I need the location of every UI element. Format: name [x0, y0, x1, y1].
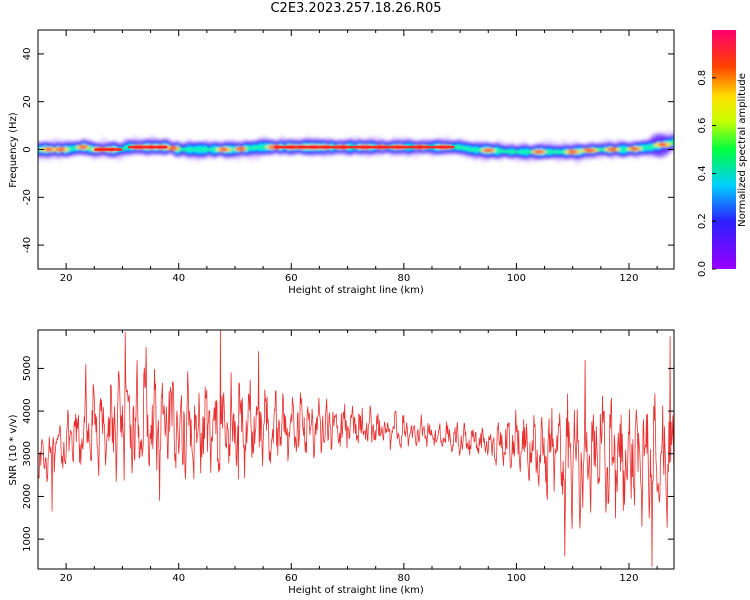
snr-x-ticks: 20 40 60 80 100 120: [37, 330, 658, 584]
x-tick-label: 60: [285, 573, 298, 584]
snr-y-ticks: 1000 2000 3000 4000 5000: [22, 356, 674, 552]
peak-red: [658, 143, 668, 147]
x-tick-label: 120: [619, 573, 638, 584]
snr-panel: 20 40 60 80 100 120 1000 2000 3000 4000 5000 Heig…: [8, 329, 675, 596]
y-tick-label: -40: [22, 237, 33, 253]
peak-red: [607, 147, 617, 152]
peak-red: [78, 145, 88, 149]
colorbar-tick-label: 0.4: [697, 165, 708, 181]
snr-y-label: SNR (10 * v/v): [8, 414, 19, 485]
snr-x-label: Height of straight line (km): [288, 585, 424, 596]
x-tick-label: 80: [397, 273, 410, 284]
colorbar: 0.0 0.2 0.4 0.6 0.8 Normalized spectral ampl…: [697, 30, 748, 277]
colorbar-tick-label: 0.0: [697, 261, 708, 277]
y-tick-label: 5000: [22, 356, 33, 381]
peak-red: [55, 147, 66, 152]
x-tick-label: 120: [619, 273, 638, 284]
x-tick-label: 20: [60, 573, 73, 584]
peak-red: [533, 150, 545, 154]
ridge-bar: [128, 145, 168, 149]
spectrogram-heatmap: [38, 130, 674, 165]
x-tick-label: 100: [507, 273, 526, 284]
spectrogram-x-ticks: 20 40 60 80 100 120: [37, 30, 658, 284]
y-tick-label: 40: [22, 48, 33, 61]
ridge-bar: [364, 145, 455, 149]
peak-red: [567, 150, 578, 154]
y-tick-label: 1000: [22, 526, 33, 551]
x-tick-label: 20: [60, 273, 73, 284]
y-tick-label: 2000: [22, 484, 33, 509]
colorbar-ticks: 0.0 0.2 0.4 0.6 0.8: [697, 70, 716, 277]
snr-series: [38, 330, 674, 567]
colorbar-tick-label: 0.8: [697, 70, 708, 86]
y-tick-label: 3000: [22, 441, 33, 466]
y-tick-label: 4000: [22, 398, 33, 423]
y-tick-label: 20: [22, 95, 33, 108]
ridge-bar: [94, 148, 123, 151]
peak-red: [630, 147, 639, 151]
colorbar-label: Normalized spectral amplitude: [737, 73, 748, 227]
spectrogram-y-label: Frequency (Hz): [8, 112, 19, 188]
peak-red: [584, 148, 596, 153]
y-tick-label: 0: [22, 146, 33, 152]
spectrogram-x-label: Height of straight line (km): [288, 285, 424, 296]
peak-red: [483, 148, 494, 152]
ridge-bar: [274, 145, 365, 149]
peak-red: [235, 147, 246, 151]
x-tick-label: 40: [172, 273, 185, 284]
peak-red: [44, 147, 55, 152]
peak-red: [219, 147, 229, 152]
snr-line: [38, 330, 674, 567]
y-tick-label: -20: [22, 189, 33, 205]
green-cell: [670, 140, 674, 145]
x-tick-label: 40: [172, 573, 185, 584]
x-tick-label: 80: [397, 573, 410, 584]
page-title: C2E3.2023.257.18.26.R05: [270, 1, 442, 16]
peak-red: [168, 146, 179, 150]
colorbar-scale: [712, 30, 736, 269]
x-tick-label: 60: [285, 273, 298, 284]
spectrogram-y-ticks: -40 -20 0 20 40: [22, 48, 674, 253]
colorbar-tick-label: 0.2: [697, 213, 708, 229]
spectrogram-panel: 20 40 60 80 100 120 -40 -20 0 20 40 Height of str…: [8, 29, 675, 296]
snr-frame: [37, 329, 675, 570]
x-tick-label: 100: [507, 573, 526, 584]
colorbar-tick-label: 0.6: [697, 118, 708, 134]
